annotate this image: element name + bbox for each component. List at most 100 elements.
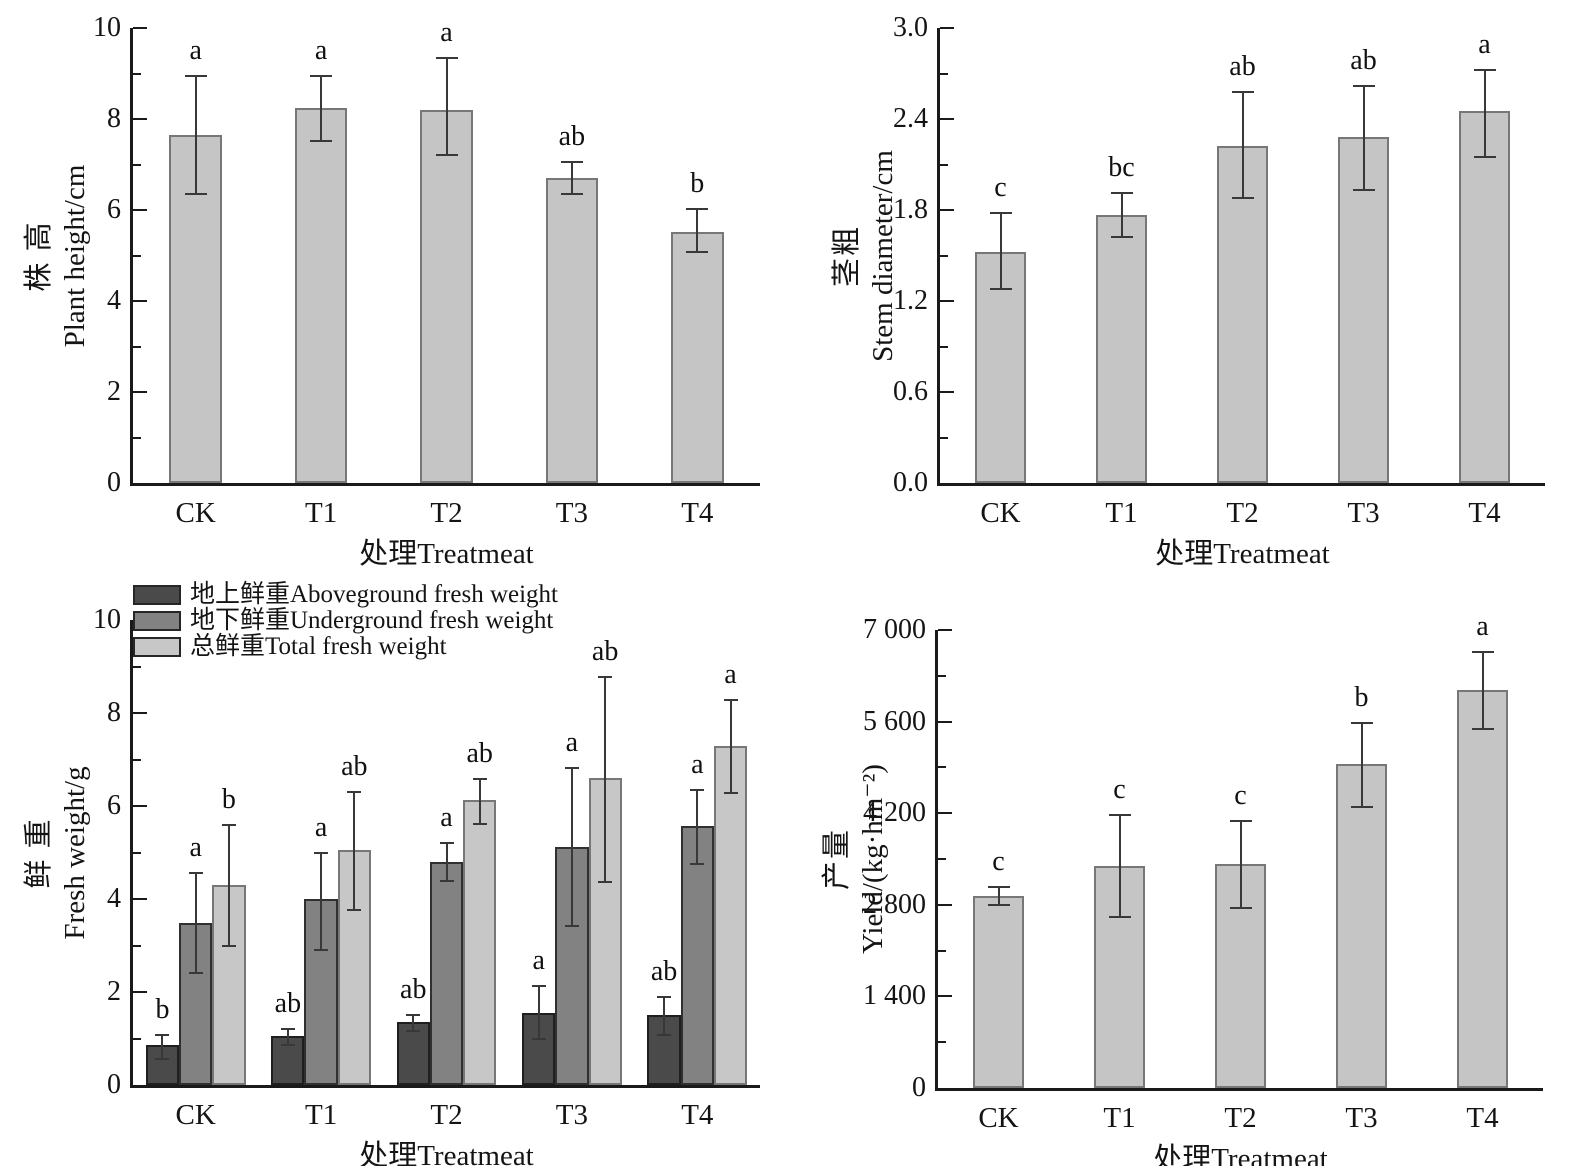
y-axis-line xyxy=(937,28,940,486)
y-tick-label: 1.2 xyxy=(893,285,928,316)
y-tick-label: 2 xyxy=(107,976,121,1007)
error-bar-stem xyxy=(445,57,448,156)
error-bar-cap-bottom xyxy=(472,822,487,825)
y-tick-label: 0 xyxy=(912,1072,926,1103)
error-bar-cap-top xyxy=(310,74,333,77)
error-bar-cap-bottom xyxy=(1471,727,1494,730)
bar-t4-s0 xyxy=(670,231,724,483)
y-axis-major-tick xyxy=(940,391,954,393)
y-axis-title: 产量 Yield/(kg·hm⁻²) xyxy=(819,764,891,954)
error-bar-cap-top xyxy=(435,56,458,59)
error-bar-stem xyxy=(999,213,1002,289)
x-category-label: CK xyxy=(175,497,216,529)
x-category-label: CK xyxy=(978,1102,1019,1134)
y-axis-major-tick xyxy=(133,27,147,29)
y-axis-minor-tick xyxy=(133,436,141,439)
error-bar-cap-top xyxy=(184,74,207,77)
error-bar-cap-bottom xyxy=(1352,189,1375,192)
error-bar-cap-top xyxy=(439,842,454,845)
y-tick-label: 7 000 xyxy=(863,614,926,645)
significance-letter: a xyxy=(314,811,328,843)
significance-letter: a xyxy=(440,802,453,834)
bar-t2-s0 xyxy=(396,1022,430,1085)
error-bar-cap-top xyxy=(690,789,705,792)
significance-letter: c xyxy=(1234,780,1247,812)
y-axis-major-tick xyxy=(133,209,147,211)
significance-letter: b xyxy=(1354,681,1369,713)
x-category-label: T1 xyxy=(1105,497,1138,529)
significance-letter: b xyxy=(155,994,170,1026)
legend: 地上鲜重Aboveground fresh weight 地下鲜重Undergro… xyxy=(133,582,558,660)
y-axis-major-tick xyxy=(133,991,147,993)
error-bar-cap-bottom xyxy=(221,945,236,948)
error-bar-cap-top xyxy=(280,1027,295,1030)
y-axis-major-tick xyxy=(938,812,952,815)
error-bar-cap-top xyxy=(1231,90,1254,93)
x-axis-line xyxy=(130,1085,760,1088)
significance-letter: ab xyxy=(650,955,678,987)
significance-letter: a xyxy=(440,16,453,48)
significance-letter: b xyxy=(221,783,236,815)
error-bar-stem xyxy=(537,986,540,1039)
bar-t2-s0 xyxy=(420,109,473,483)
x-axis-title: 处理Treatmeat xyxy=(359,538,534,570)
y-tick-label: 1.8 xyxy=(893,194,928,225)
bar-t2-s2 xyxy=(463,800,497,1085)
significance-letter: a xyxy=(1476,610,1489,642)
x-category-label: CK xyxy=(980,497,1021,529)
significance-letter: ab xyxy=(341,751,368,783)
y-tick-label: 4 xyxy=(107,285,121,316)
significance-letter: ab xyxy=(1229,50,1256,82)
legend-swatch-1 xyxy=(133,611,181,631)
significance-letter: a xyxy=(532,945,545,977)
error-bar-stem xyxy=(696,790,699,864)
error-bar-cap-bottom xyxy=(1108,916,1131,919)
significance-letter: ab xyxy=(591,635,619,667)
error-bar-cap-top xyxy=(560,160,583,163)
error-bar-cap-top xyxy=(686,207,709,210)
y-axis-major-tick xyxy=(133,118,147,120)
error-bar-cap-top xyxy=(723,698,738,701)
error-bar-cap-bottom xyxy=(1350,806,1373,809)
legend-swatch-2 xyxy=(133,637,181,657)
error-bar-stem xyxy=(663,996,666,1035)
y-axis-major-tick xyxy=(133,805,147,807)
x-axis-line xyxy=(935,1088,1543,1091)
y-axis-major-tick xyxy=(938,903,952,906)
y-tick-label: 3.0 xyxy=(893,12,928,43)
significance-letter: ab xyxy=(558,120,586,152)
legend-item: 地上鲜重Aboveground fresh weight xyxy=(133,582,558,608)
y-axis-minor-tick xyxy=(133,665,141,668)
y-axis-major-tick xyxy=(938,720,952,723)
error-bar-cap-bottom xyxy=(1231,196,1254,199)
y-axis-minor-tick xyxy=(133,851,141,854)
bar-t3-s0 xyxy=(545,178,599,483)
y-tick-label: 10 xyxy=(93,12,121,43)
y-axis-major-tick xyxy=(133,898,147,900)
y-tick-label: 0 xyxy=(107,467,121,498)
y-tick-label: 0.0 xyxy=(893,467,928,498)
x-category-label: T3 xyxy=(555,497,588,529)
error-bar-stem xyxy=(320,852,323,951)
x-category-label: T1 xyxy=(1103,1102,1136,1134)
y-axis-major-tick xyxy=(133,391,147,393)
bar-t3-s0 xyxy=(1338,137,1389,483)
y-axis-line xyxy=(130,620,133,1088)
x-category-label: T4 xyxy=(1468,497,1501,529)
error-bar-cap-top xyxy=(1473,69,1496,72)
error-bar-cap-bottom xyxy=(439,880,454,883)
y-tick-label: 6 xyxy=(107,194,121,225)
legend-item: 总鲜重Total fresh weight xyxy=(133,634,558,660)
error-bar-cap-top xyxy=(314,851,329,854)
error-bar-cap-bottom xyxy=(989,287,1012,290)
significance-letter: ab xyxy=(466,738,493,770)
error-bar-cap-bottom xyxy=(560,192,583,195)
error-bar-cap-top xyxy=(987,886,1010,889)
y-axis-major-tick xyxy=(938,995,952,998)
error-bar-cap-top xyxy=(472,778,487,781)
error-bar-cap-bottom xyxy=(280,1043,295,1046)
x-category-label: T3 xyxy=(555,1099,588,1131)
y-axis-major-tick xyxy=(940,300,954,302)
error-bar-cap-top xyxy=(1471,650,1494,653)
